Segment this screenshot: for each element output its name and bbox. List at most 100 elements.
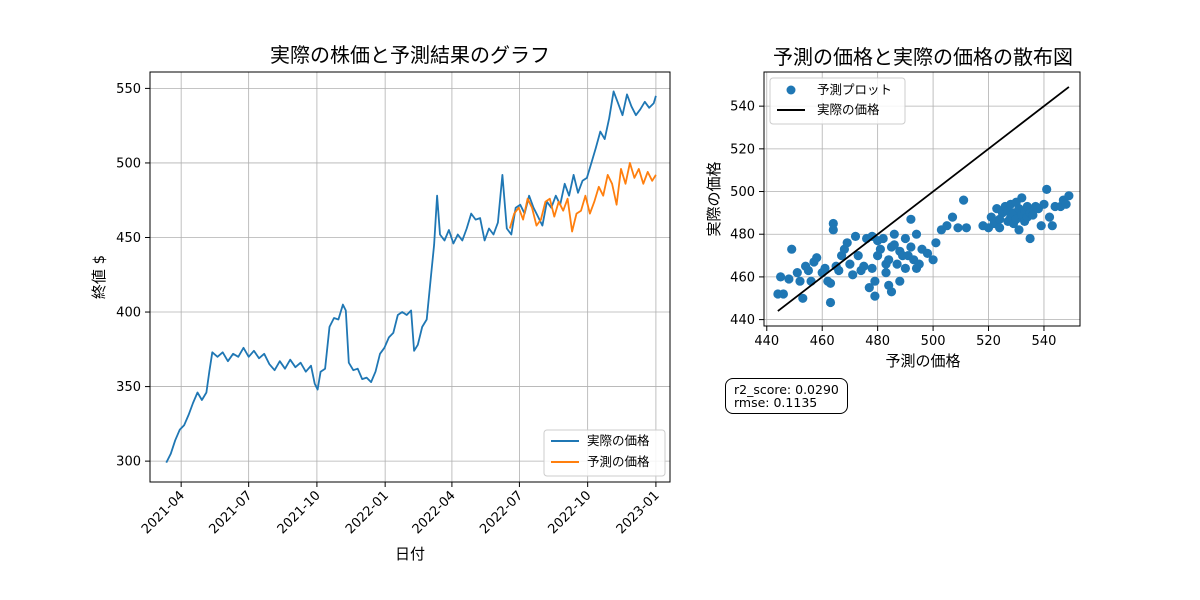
- scatter-point: [859, 261, 869, 271]
- scatter-point: [828, 218, 838, 229]
- scatter-point: [889, 229, 899, 239]
- scatter-point: [942, 221, 952, 231]
- scatter-point: [1014, 225, 1024, 235]
- metrics-box: r2_score: 0.0290 rmse: 0.1135: [725, 378, 848, 414]
- x-tick-label: 520: [976, 334, 1001, 349]
- scatter-point: [906, 242, 916, 252]
- scatter-chart-points: [773, 184, 1074, 308]
- series-line-predicted: [508, 161, 657, 233]
- scatter-point: [875, 244, 886, 254]
- line-chart-title: 実際の株価と予測結果のグラフ: [270, 43, 550, 67]
- scatter-point: [889, 240, 899, 250]
- y-tick-label: 550: [116, 82, 141, 97]
- y-tick-label: 540: [730, 100, 755, 115]
- x-tick-label: 440: [754, 334, 779, 349]
- scatter-point: [812, 253, 822, 263]
- x-tick-label: 2021-10: [275, 488, 324, 537]
- scatter-point: [834, 265, 844, 276]
- scatter-point: [1064, 191, 1074, 201]
- scatter-point: [1028, 210, 1038, 220]
- scatter-point: [961, 223, 972, 233]
- x-tick-label: 2022-01: [343, 488, 392, 537]
- scatter-point: [867, 263, 877, 273]
- y-tick-label: 500: [116, 156, 141, 171]
- scatter-point: [795, 276, 805, 286]
- line-chart-x-ticks: 2021-04 2021-07 2021-10 2022-01 2022-04 2022-…: [139, 482, 663, 537]
- scatter-point: [884, 255, 894, 265]
- y-tick-label: 450: [116, 231, 141, 246]
- scatter-point: [953, 223, 963, 233]
- scatter-point: [845, 259, 855, 269]
- legend-label-actual: 実際の価格: [587, 433, 650, 448]
- scatter-point: [1036, 221, 1046, 231]
- line-chart-grid: [150, 72, 670, 482]
- y-tick-label: 300: [116, 455, 141, 470]
- scatter-point: [906, 214, 916, 224]
- scatter-point: [947, 212, 958, 222]
- scatter-point: [784, 274, 794, 284]
- scatter-point: [778, 289, 789, 299]
- scatter-point: [895, 276, 905, 286]
- line-chart-x-label: 日付: [395, 545, 425, 563]
- legend-label-prediction: 予測プロット: [817, 82, 892, 97]
- legend-marker-prediction: [786, 85, 796, 95]
- scatter-point: [1039, 199, 1049, 209]
- line-chart: 実際の株価と予測結果のグラフ 2021-04 2021-07 2021-10 2022…: [90, 43, 671, 563]
- scatter-chart-x-ticks: 440 460 480 500 520 540: [754, 326, 1056, 349]
- scatter-point: [850, 231, 861, 241]
- rmse-text: rmse: 0.1135: [734, 395, 818, 410]
- x-tick-label: 540: [1032, 334, 1057, 349]
- scatter-point: [931, 238, 941, 248]
- scatter-point: [1025, 233, 1035, 244]
- scatter-point: [881, 268, 891, 278]
- y-tick-label: 520: [730, 142, 755, 157]
- scatter-point: [787, 244, 797, 254]
- scatter-point: [959, 195, 969, 205]
- x-tick-label: 2022-07: [477, 488, 526, 537]
- scatter-point: [900, 233, 911, 244]
- series-line-actual: [165, 90, 657, 464]
- scatter-chart-frame: [763, 71, 1081, 327]
- line-chart-frame: [149, 71, 671, 483]
- scatter-chart-reference-line: [777, 86, 1070, 312]
- x-tick-label: 2022-10: [545, 488, 594, 537]
- x-tick-label: 460: [810, 334, 835, 349]
- line-chart-y-label: 終値 $: [90, 255, 108, 299]
- scatter-point: [853, 251, 863, 261]
- scatter-point: [914, 259, 924, 269]
- y-tick-label: 400: [116, 306, 141, 321]
- scatter-point: [1047, 221, 1057, 231]
- y-tick-label: 500: [730, 185, 755, 200]
- x-tick-label: 2023-01: [614, 488, 663, 537]
- scatter-point: [1042, 184, 1052, 194]
- scatter-point: [1044, 212, 1055, 222]
- scatter-point: [776, 272, 786, 282]
- scatter-point: [900, 263, 911, 273]
- legend-label-predicted: 予測の価格: [587, 454, 650, 469]
- scatter-point: [842, 238, 852, 248]
- scatter-chart-title: 予測の価格と実際の価格の散布図: [773, 45, 1073, 69]
- scatter-point: [864, 283, 874, 293]
- y-tick-label: 480: [730, 228, 755, 243]
- scatter-point: [911, 229, 922, 239]
- line-chart-series: [165, 90, 657, 464]
- x-tick-label: 2021-07: [206, 488, 255, 537]
- scatter-point: [828, 225, 838, 235]
- scatter-point: [825, 278, 836, 288]
- scatter-point: [1017, 193, 1027, 203]
- scatter-point: [878, 233, 888, 244]
- line-chart-legend: 実際の価格 予測の価格: [543, 429, 666, 477]
- scatter-point: [1061, 199, 1071, 209]
- legend-label-reference: 実際の価格: [817, 102, 880, 117]
- scatter-point: [820, 263, 830, 273]
- x-tick-label: 480: [865, 334, 890, 349]
- reference-line: [777, 86, 1070, 312]
- scatter-chart: 予測の価格と実際の価格の散布図 440 460 480 500 520 540 440 46…: [705, 45, 1081, 370]
- scatter-chart-x-label: 予測の価格: [885, 352, 960, 370]
- scatter-point: [922, 248, 933, 258]
- line-chart-y-ticks: 300 350 400 450 500 550: [116, 82, 150, 470]
- scatter-chart-y-ticks: 440 460 480 500 520 540: [730, 100, 764, 328]
- scatter-chart-legend-box: [769, 77, 906, 125]
- scatter-point: [892, 259, 902, 269]
